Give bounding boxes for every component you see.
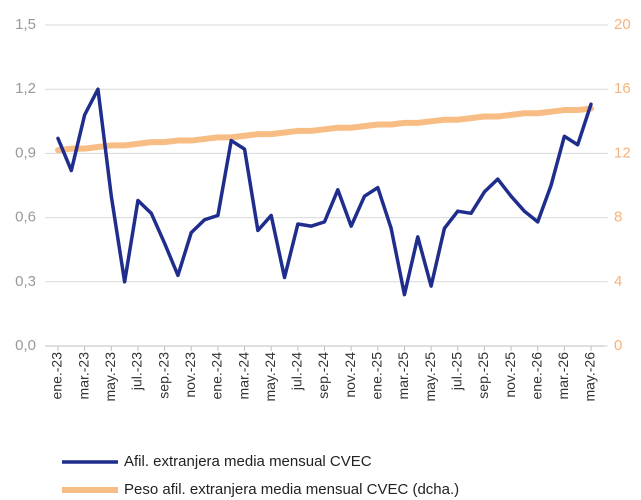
x-tick-label: may.-23 xyxy=(102,352,118,402)
y-tick-label: 1,2 xyxy=(15,80,36,97)
y-tick-label: 0,9 xyxy=(15,144,36,161)
y2-tick-label: 20 xyxy=(614,16,631,33)
x-tick-label: mar.-26 xyxy=(555,352,571,400)
series-line xyxy=(55,105,594,154)
y2-tick-label: 4 xyxy=(614,273,622,290)
y-tick-label: 0,0 xyxy=(15,337,36,354)
x-tick-label: may.-26 xyxy=(582,352,598,402)
x-tick-label: nov.-24 xyxy=(342,352,358,398)
y-tick-label: 0,3 xyxy=(15,273,36,290)
legend-label: Afil. extranjera media mensual CVEC xyxy=(124,453,372,470)
x-tick-label: nov.-23 xyxy=(182,352,198,398)
x-tick-label: sep.-25 xyxy=(475,352,491,399)
x-tick-label: mar.-23 xyxy=(75,352,91,400)
y2-tick-label: 0 xyxy=(614,337,622,354)
x-tick-label: ene.-23 xyxy=(49,352,65,400)
y-tick-label: 0,6 xyxy=(15,209,36,226)
y-tick-label: 1,5 xyxy=(15,16,36,33)
legend-label: Peso afil. extranjera media mensual CVEC… xyxy=(124,481,459,498)
x-tick-label: may.-24 xyxy=(262,352,278,402)
y2-tick-label: 16 xyxy=(614,80,631,97)
x-tick-label: sep.-24 xyxy=(315,352,331,399)
y2-tick-label: 12 xyxy=(614,144,631,161)
x-tick-label: jul.-25 xyxy=(448,352,464,391)
series-line xyxy=(56,87,593,297)
x-tick-label: sep.-23 xyxy=(155,352,171,399)
x-tick-label: mar.-24 xyxy=(235,352,251,400)
y2-tick-label: 8 xyxy=(614,209,622,226)
x-tick-label: ene.-24 xyxy=(209,352,225,400)
x-tick-label: ene.-26 xyxy=(528,352,544,400)
x-tick-label: mar.-25 xyxy=(395,352,411,400)
x-tick-label: jul.-24 xyxy=(289,352,305,391)
x-tick-label: ene.-25 xyxy=(369,352,385,400)
x-tick-label: may.-25 xyxy=(422,352,438,402)
x-tick-label: jul.-23 xyxy=(129,352,145,391)
x-tick-label: nov.-25 xyxy=(502,352,518,398)
